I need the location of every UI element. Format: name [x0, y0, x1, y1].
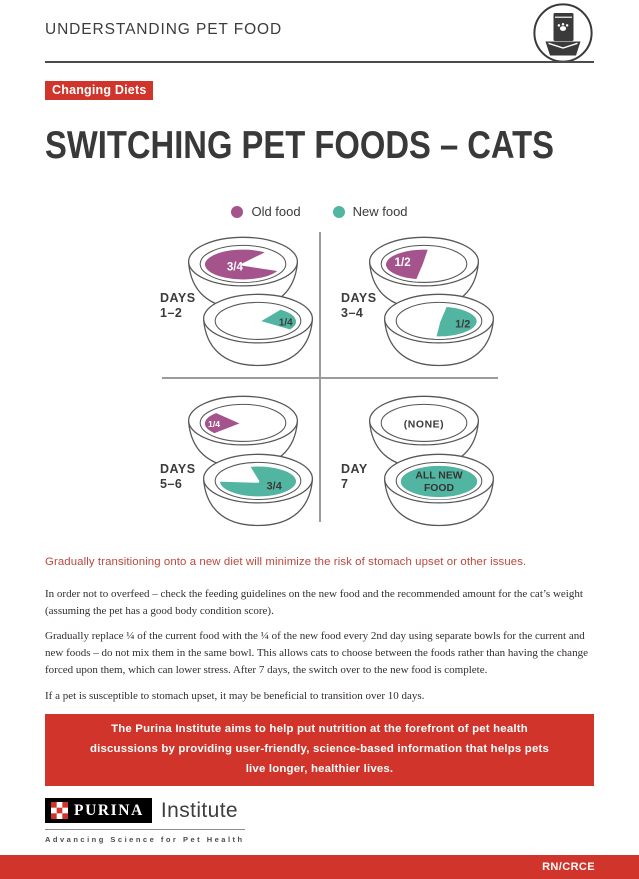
legend-item-old-food: Old food	[231, 204, 301, 219]
day-label: DAYS 5–6	[160, 462, 196, 492]
svg-text:1/4: 1/4	[279, 318, 293, 329]
brand-tagline: Advancing Science for Pet Health	[45, 829, 245, 844]
body-paragraph: Gradually replace ¼ of the current food …	[45, 630, 588, 676]
diagram-quadrant-days-3–4: DAYS 3–4 1/2 1/2	[321, 229, 500, 379]
lead-sentence: Gradually transitioning onto a new diet …	[45, 556, 527, 568]
bowl-new-food: ALL NEW FOOD	[383, 453, 495, 527]
page-kicker: UNDERSTANDING PET FOOD	[45, 21, 283, 38]
diagram-quadrant-days-5–6: DAYS 5–6 1/4 3/4	[140, 378, 319, 528]
old-food-dot	[231, 205, 244, 218]
svg-text:3/4: 3/4	[227, 261, 244, 273]
day-label: DAYS 3–4	[341, 291, 377, 321]
bowl-new-food: 1/2	[383, 293, 495, 367]
svg-text:ALL NEW: ALL NEW	[415, 471, 462, 482]
callout-text: The Purina Institute aims to help put nu…	[89, 723, 550, 775]
new-food-label: New food	[352, 204, 408, 219]
logo-row: PURINA Institute	[45, 798, 245, 823]
diagram-quadrant-days-1–2: DAYS 1–2 3/4 1/4	[140, 229, 319, 379]
new-food-dot	[332, 205, 345, 218]
svg-text:1/2: 1/2	[455, 318, 470, 330]
brand-name: PURINA	[74, 801, 144, 819]
brand-suffix: Institute	[160, 798, 239, 822]
pet-food-bag-bowl-icon	[533, 3, 593, 63]
legend-item-new-food: New food	[332, 204, 408, 219]
body-paragraph: In order not to overfeed – check the fee…	[45, 588, 583, 617]
old-food-label: Old food	[251, 204, 301, 219]
body-copy: In order not to overfeed – check the fee…	[45, 586, 597, 713]
purina-institute-logo: PURINA Institute Advancing Science for P…	[45, 798, 245, 844]
svg-text:(NONE): (NONE)	[404, 420, 444, 431]
footer-code: RN/CRCE	[542, 861, 595, 873]
diagram-quadrant-days-7: DAY 7 (NONE) ALL NEW FOOD	[321, 378, 500, 528]
header-divider	[45, 61, 594, 63]
horizontal-divider	[162, 377, 498, 379]
svg-text:3/4: 3/4	[267, 481, 283, 493]
bowl-old-food: 1/4	[187, 395, 299, 469]
svg-text:1/2: 1/2	[395, 257, 411, 269]
callout-box: The Purina Institute aims to help put nu…	[45, 714, 594, 786]
category-badge: Changing Diets	[45, 81, 154, 100]
day-label: DAYS 1–2	[160, 291, 196, 321]
bowl-new-food: 3/4	[202, 453, 314, 527]
purina-brand-box: PURINA	[45, 798, 152, 823]
diagram-legend: Old food New food	[0, 204, 639, 219]
footer-bar: RN/CRCE	[0, 855, 639, 879]
page-title: SWITCHING PET FOODS – CATS	[45, 124, 555, 167]
svg-text:1/4: 1/4	[208, 419, 220, 429]
bowl-new-food: 1/4	[202, 293, 314, 367]
transition-diagram: DAYS 1–2 3/4 1/4 DAYS 3–4 1/2 1/2 DAYS 5–6 1/…	[140, 229, 500, 529]
checkerboard-icon	[51, 802, 68, 819]
day-label: DAY 7	[341, 462, 368, 492]
svg-text:FOOD: FOOD	[424, 483, 455, 494]
body-paragraph: If a pet is susceptible to stomach upset…	[45, 689, 425, 702]
